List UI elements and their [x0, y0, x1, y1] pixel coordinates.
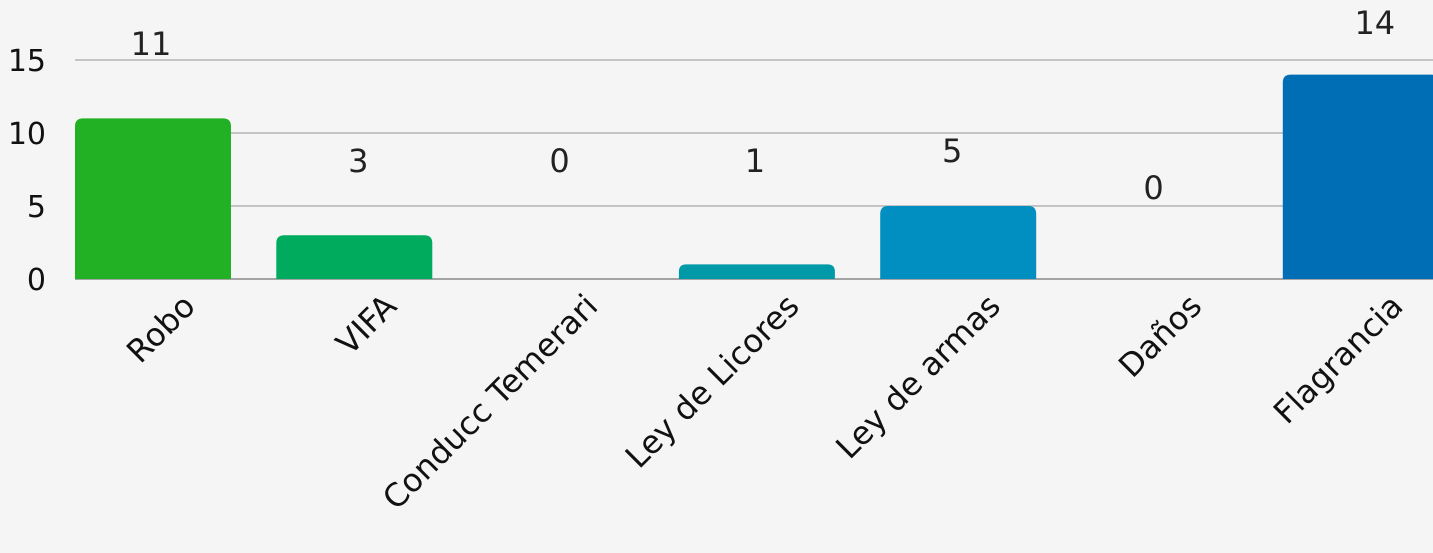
value-label: 0: [1143, 169, 1163, 207]
value-label: 5: [942, 132, 962, 170]
value-label: 11: [131, 25, 172, 63]
y-tick-label: 5: [27, 190, 46, 225]
bar-robo: [75, 118, 231, 280]
bars: [75, 74, 1433, 280]
y-axis-ticks: 0 5 10 15: [8, 44, 46, 298]
category-label: Daños: [1111, 287, 1209, 385]
category-label: Flagrancia: [1266, 287, 1411, 432]
data-labels: 11 3 0 1 5 0 14: [131, 4, 1396, 207]
category-label: Robo: [119, 287, 203, 371]
y-tick-label: 0: [27, 263, 46, 298]
bar-ley-de-armas: [880, 206, 1037, 279]
bar-flagrancia: [1282, 74, 1433, 279]
bar-ley-de-licores: [678, 264, 835, 279]
y-tick-label: 15: [8, 44, 46, 79]
category-label: Ley de Licores: [618, 287, 807, 476]
value-label: 3: [348, 142, 368, 180]
category-label: Ley de armas: [828, 287, 1008, 467]
y-tick-label: 10: [8, 117, 46, 152]
category-label: Conducc Temerari: [375, 287, 605, 517]
value-label: 1: [745, 142, 765, 180]
category-label: VIFA: [329, 287, 405, 363]
value-label: 14: [1354, 4, 1395, 42]
bar-vifa: [276, 235, 433, 279]
value-label: 0: [549, 142, 569, 180]
